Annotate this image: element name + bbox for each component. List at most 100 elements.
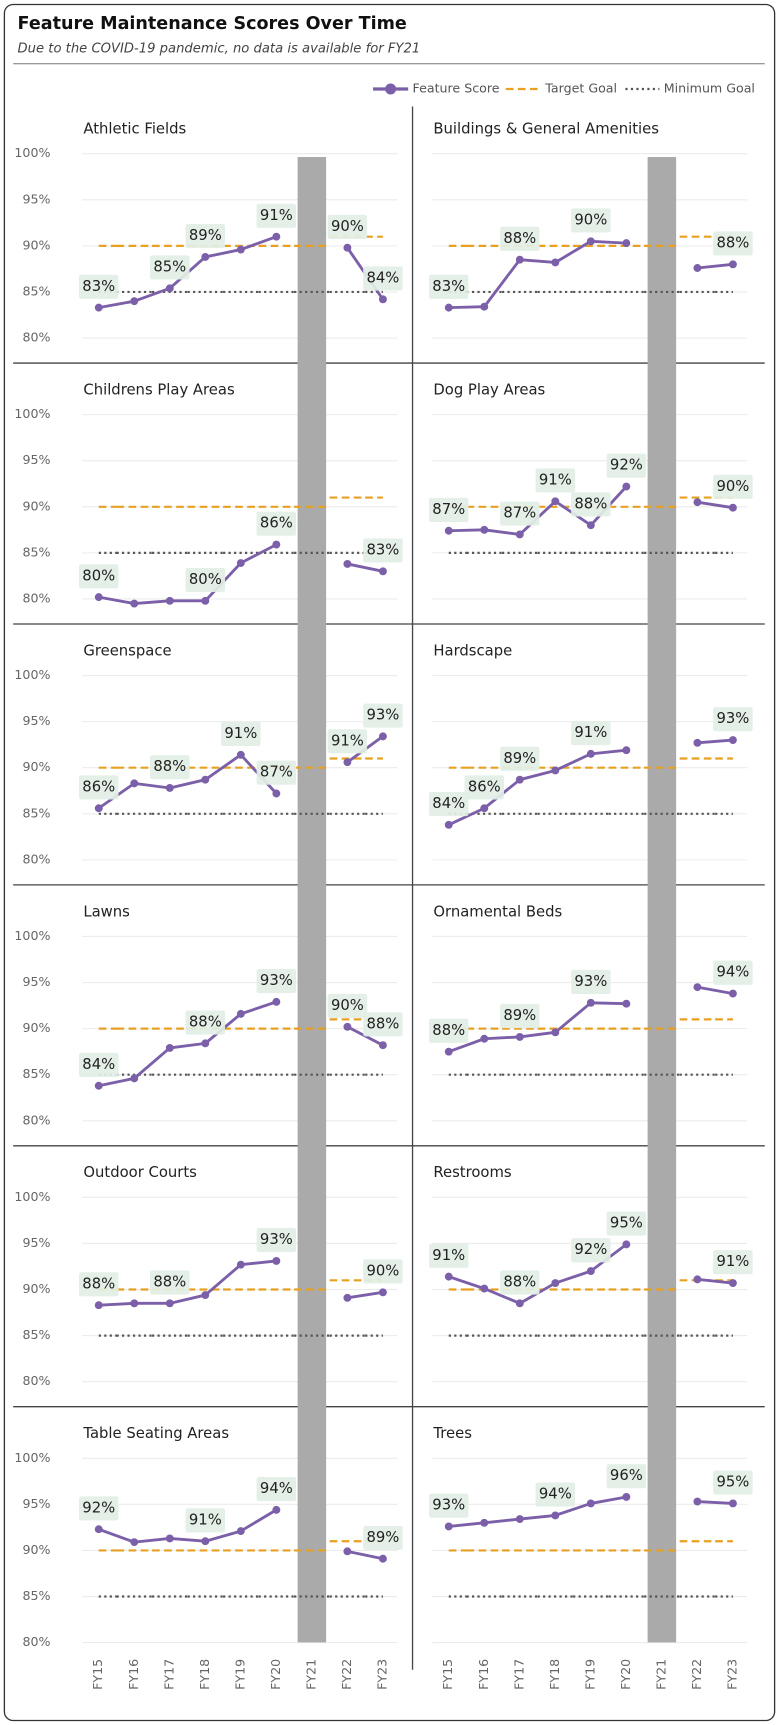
y-tick-label: 80% [22,851,50,866]
value-label-box [256,1228,297,1253]
value-label: 88% [503,230,536,247]
value-label: 86% [260,515,293,532]
value-label: 93% [260,1231,293,1248]
no-data-band [297,157,327,1643]
value-label: 89% [366,1529,399,1546]
x-tick-label: FY17 [511,1659,526,1690]
value-label: 89% [503,1007,536,1024]
panel-title: Greenspace [83,642,171,659]
value-label-box [428,1018,469,1043]
value-label-box [256,1476,297,1502]
score-point [130,297,139,306]
x-tick-label: FY22 [339,1659,354,1690]
value-label: 91% [331,732,364,749]
value-label: 93% [574,973,607,990]
x-tick-label: FY18 [547,1659,562,1690]
score-point [622,746,631,755]
score-point [586,749,595,758]
value-label: 87% [260,764,293,781]
no-data-band [647,157,677,1643]
value-label-box [363,703,403,728]
legend-label: Feature Score [413,80,500,95]
score-point [480,1518,489,1527]
value-label-box [150,755,190,780]
value-label: 91% [260,207,293,224]
y-tick-label: 100% [14,406,50,421]
score-line [448,239,734,310]
y-tick-label: 95% [22,452,50,467]
score-point [130,1074,139,1083]
value-label-box [428,497,469,522]
score-point [130,1538,139,1547]
score-point [272,540,281,549]
score-point [444,820,453,829]
value-label-box [185,1508,226,1533]
score-point [378,1041,387,1050]
value-label: 84% [432,795,465,812]
y-tick-label: 85% [22,544,50,559]
score-point [272,1505,281,1514]
legend-marker [385,83,397,95]
y-tick-label: 85% [22,1066,50,1081]
value-label: 94% [716,964,749,981]
value-label-box [713,1250,753,1275]
panel-series: 84%88%93%90%88% [78,968,403,1090]
score-point [94,1081,103,1090]
value-label-box [428,274,469,299]
panel-title: Lawns [83,903,130,920]
y-tick-label: 95% [22,1235,50,1250]
x-tick-label: FY21 [653,1659,668,1690]
value-label: 90% [331,997,364,1014]
value-label-box [500,1270,540,1295]
score-point [272,997,281,1006]
score-point [236,1260,245,1269]
score-point [515,255,524,264]
value-label-box [150,1270,190,1295]
x-tick-label: FY20 [618,1659,633,1690]
legend: Feature Score Target Goal Minimum Goal [373,80,755,95]
score-point [586,1267,595,1276]
value-label-box [713,1470,753,1495]
score-point [693,1497,702,1506]
x-tick-label: FY21 [303,1659,318,1690]
value-label: 93% [366,707,399,724]
value-label-box [571,1238,611,1263]
value-label: 92% [82,1499,115,1516]
score-point [551,1279,560,1288]
score-point [130,779,139,788]
score-point [165,784,174,792]
score-point [165,284,174,293]
score-point [480,1034,489,1043]
value-label-box [185,1010,226,1035]
x-tick-label: FY17 [161,1659,176,1690]
score-point [586,237,595,246]
score-point [586,1499,595,1508]
legend-label: Minimum Goal [664,80,755,95]
value-label: 80% [82,567,115,584]
y-tick-label: 95% [22,1496,50,1511]
panel-title: Buildings & General Amenities [433,121,659,138]
value-label: 89% [503,750,536,767]
x-tick-label: FY16 [126,1659,141,1690]
x-tick-label: FY23 [374,1659,389,1690]
score-point [551,497,560,506]
value-label: 91% [574,724,607,741]
value-label-box [606,1464,647,1489]
score-point [343,243,352,252]
value-label-box [535,468,576,493]
score-line [448,738,734,827]
value-label: 92% [574,1241,607,1258]
value-label: 93% [260,972,293,989]
score-point [622,999,631,1008]
score-point [236,559,245,567]
value-label: 87% [432,501,465,518]
value-label-box [500,501,540,526]
score-point [343,1293,352,1302]
title: Feature Maintenance Scores Over Time [18,14,407,34]
y-tick-label: 95% [22,974,50,989]
score-point [444,526,453,535]
value-label-box [327,993,368,1018]
x-tick-label: FY22 [689,1659,704,1690]
y-tick-label: 90% [22,759,50,774]
score-point [165,596,174,605]
